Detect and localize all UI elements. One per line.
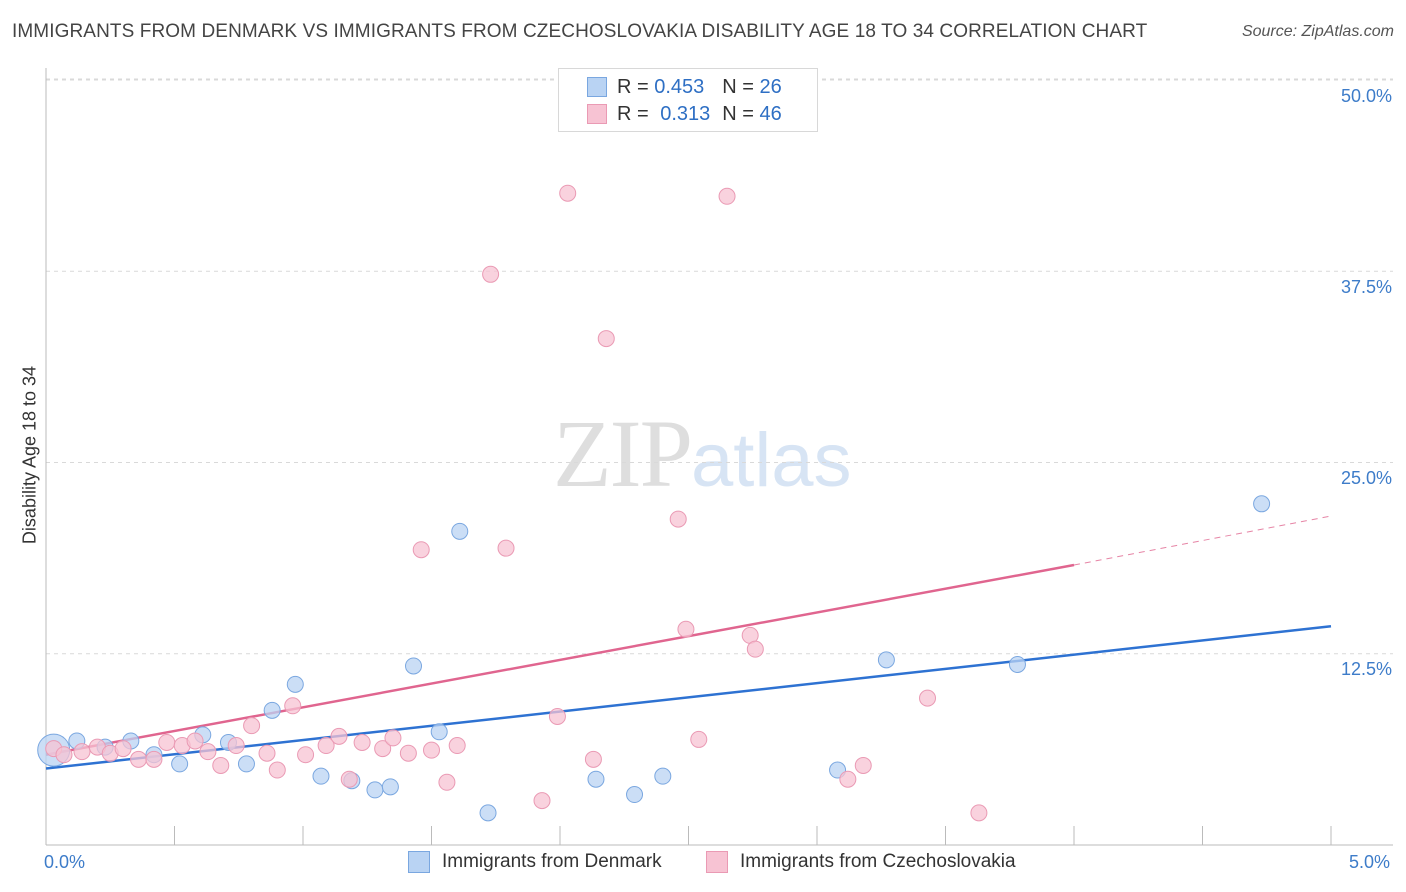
czechoslovakia-point: [690, 730, 708, 748]
czechoslovakia-point: [718, 187, 736, 205]
czechoslovakia-point: [374, 740, 392, 758]
czechoslovakia-point: [677, 620, 695, 638]
y-axis-label: Disability Age 18 to 34: [19, 365, 40, 545]
denmark-point: [654, 767, 672, 785]
czechoslovakia-point: [199, 743, 217, 761]
czechoslovakia-point: [340, 770, 358, 788]
czechoslovakia-point: [854, 756, 872, 774]
n-value: 26: [759, 75, 782, 98]
czechoslovakia-point: [412, 541, 430, 559]
denmark-point: [877, 651, 895, 669]
watermark-atlas: atlas: [691, 418, 852, 503]
denmark-point: [451, 522, 469, 540]
czechoslovakia-point: [73, 743, 91, 761]
y-tick-label: 25.0%: [1340, 468, 1392, 488]
chart-title: IMMIGRANTS FROM DENMARK VS IMMIGRANTS FR…: [12, 21, 1148, 42]
denmark-trend-line: [45, 624, 1332, 770]
denmark-point: [366, 781, 384, 799]
denmark-point: [1008, 655, 1026, 673]
czechoslovakia-point: [145, 750, 163, 768]
denmark-point: [237, 755, 255, 773]
denmark-legend-swatch: [408, 851, 430, 873]
denmark-swatch: [587, 77, 607, 97]
denmark-point: [626, 786, 644, 804]
series-legend-denmark: Immigrants from Denmark: [408, 851, 662, 873]
czechoslovakia-point: [268, 761, 286, 779]
x-tick-label-max: 5.0%: [1349, 852, 1391, 872]
czechoslovakia-point: [970, 804, 988, 822]
czechoslovakia-point: [227, 737, 245, 755]
correlation-legend: R = 0.453 N = 26 R = 0.313 N = 46: [558, 68, 818, 132]
czechoslovakia-point: [284, 697, 302, 715]
czechoslovakia-point: [55, 746, 73, 764]
czechoslovakia-point: [669, 510, 687, 528]
n-value: 46: [759, 102, 782, 125]
czechoslovakia-point: [448, 737, 466, 755]
x-tick-label-min: 0.0%: [44, 852, 86, 872]
axes: [45, 68, 1393, 846]
y-tick-label: 37.5%: [1340, 277, 1392, 297]
czechoslovakia-point: [186, 732, 204, 750]
source-label: Source: ZipAtlas.com: [1241, 23, 1394, 40]
czechoslovakia-point: [130, 750, 148, 768]
czechoslovakia-point: [353, 733, 371, 751]
czechoslovakia-point: [330, 727, 348, 745]
denmark-point: [479, 804, 497, 822]
y-tick-label: 50.0%: [1340, 86, 1392, 106]
trend-lines: [45, 515, 1332, 770]
denmark-point: [430, 723, 448, 741]
czechoslovakia-point: [399, 744, 417, 762]
legend-row-denmark: R = 0.453 N = 26: [587, 75, 782, 99]
series-name: Immigrants from Denmark: [442, 851, 662, 872]
watermark: ZIPatlas: [553, 398, 852, 509]
denmark-point: [381, 778, 399, 796]
czechoslovakia-point: [114, 740, 132, 758]
czechoslovakia-point: [559, 184, 577, 202]
denmark-point: [312, 767, 330, 785]
denmark-point: [1253, 495, 1271, 513]
czechoslovakia-point: [548, 707, 566, 725]
denmark-point: [171, 755, 189, 773]
czechoslovakia-point: [746, 640, 764, 658]
grid-lines: [46, 78, 1393, 655]
czechoslovakia-point: [438, 773, 456, 791]
legend-row-czechoslovakia: R = 0.313 N = 46: [587, 102, 782, 126]
czechoslovakia-point: [597, 330, 615, 348]
czechoslovakia-point: [212, 756, 230, 774]
r-label: R =: [617, 75, 649, 98]
czechoslovakia-point: [839, 770, 857, 788]
n-label: N =: [722, 75, 754, 98]
series-name: Immigrants from Czechoslovakia: [740, 851, 1016, 872]
czechoslovakia-legend-swatch: [706, 851, 728, 873]
r-label: R =: [617, 102, 649, 125]
series-legend-czechoslovakia: Immigrants from Czechoslovakia: [706, 851, 1016, 873]
czechoslovakia-point: [297, 746, 315, 764]
czechoslovakia-swatch: [587, 104, 607, 124]
czechoslovakia-point: [482, 265, 500, 283]
r-value: 0.453: [654, 75, 705, 98]
czechoslovakia-point: [497, 539, 515, 557]
n-label: N =: [722, 102, 754, 125]
czechoslovakia-point: [158, 733, 176, 751]
denmark-point: [587, 770, 605, 788]
czechoslovakia-point: [258, 744, 276, 762]
watermark-zip: ZIP: [553, 400, 693, 507]
czechoslovakia-trend-line: [45, 563, 1075, 756]
czechoslovakia-point: [423, 741, 440, 759]
denmark-point: [405, 657, 423, 675]
czechoslovakia-point: [243, 717, 261, 735]
denmark-point: [263, 701, 281, 719]
czechoslovakia-point: [533, 792, 551, 810]
czechoslovakia-point: [584, 750, 602, 768]
data-points: [37, 184, 1271, 822]
czechoslovakia-point: [317, 737, 335, 755]
y-tick-label: 12.5%: [1340, 659, 1392, 679]
czechoslovakia-trend-extension: [1073, 515, 1332, 566]
czechoslovakia-point: [919, 689, 937, 707]
r-value: 0.313: [660, 102, 711, 125]
denmark-point: [286, 675, 304, 693]
czechoslovakia-point: [384, 729, 402, 747]
